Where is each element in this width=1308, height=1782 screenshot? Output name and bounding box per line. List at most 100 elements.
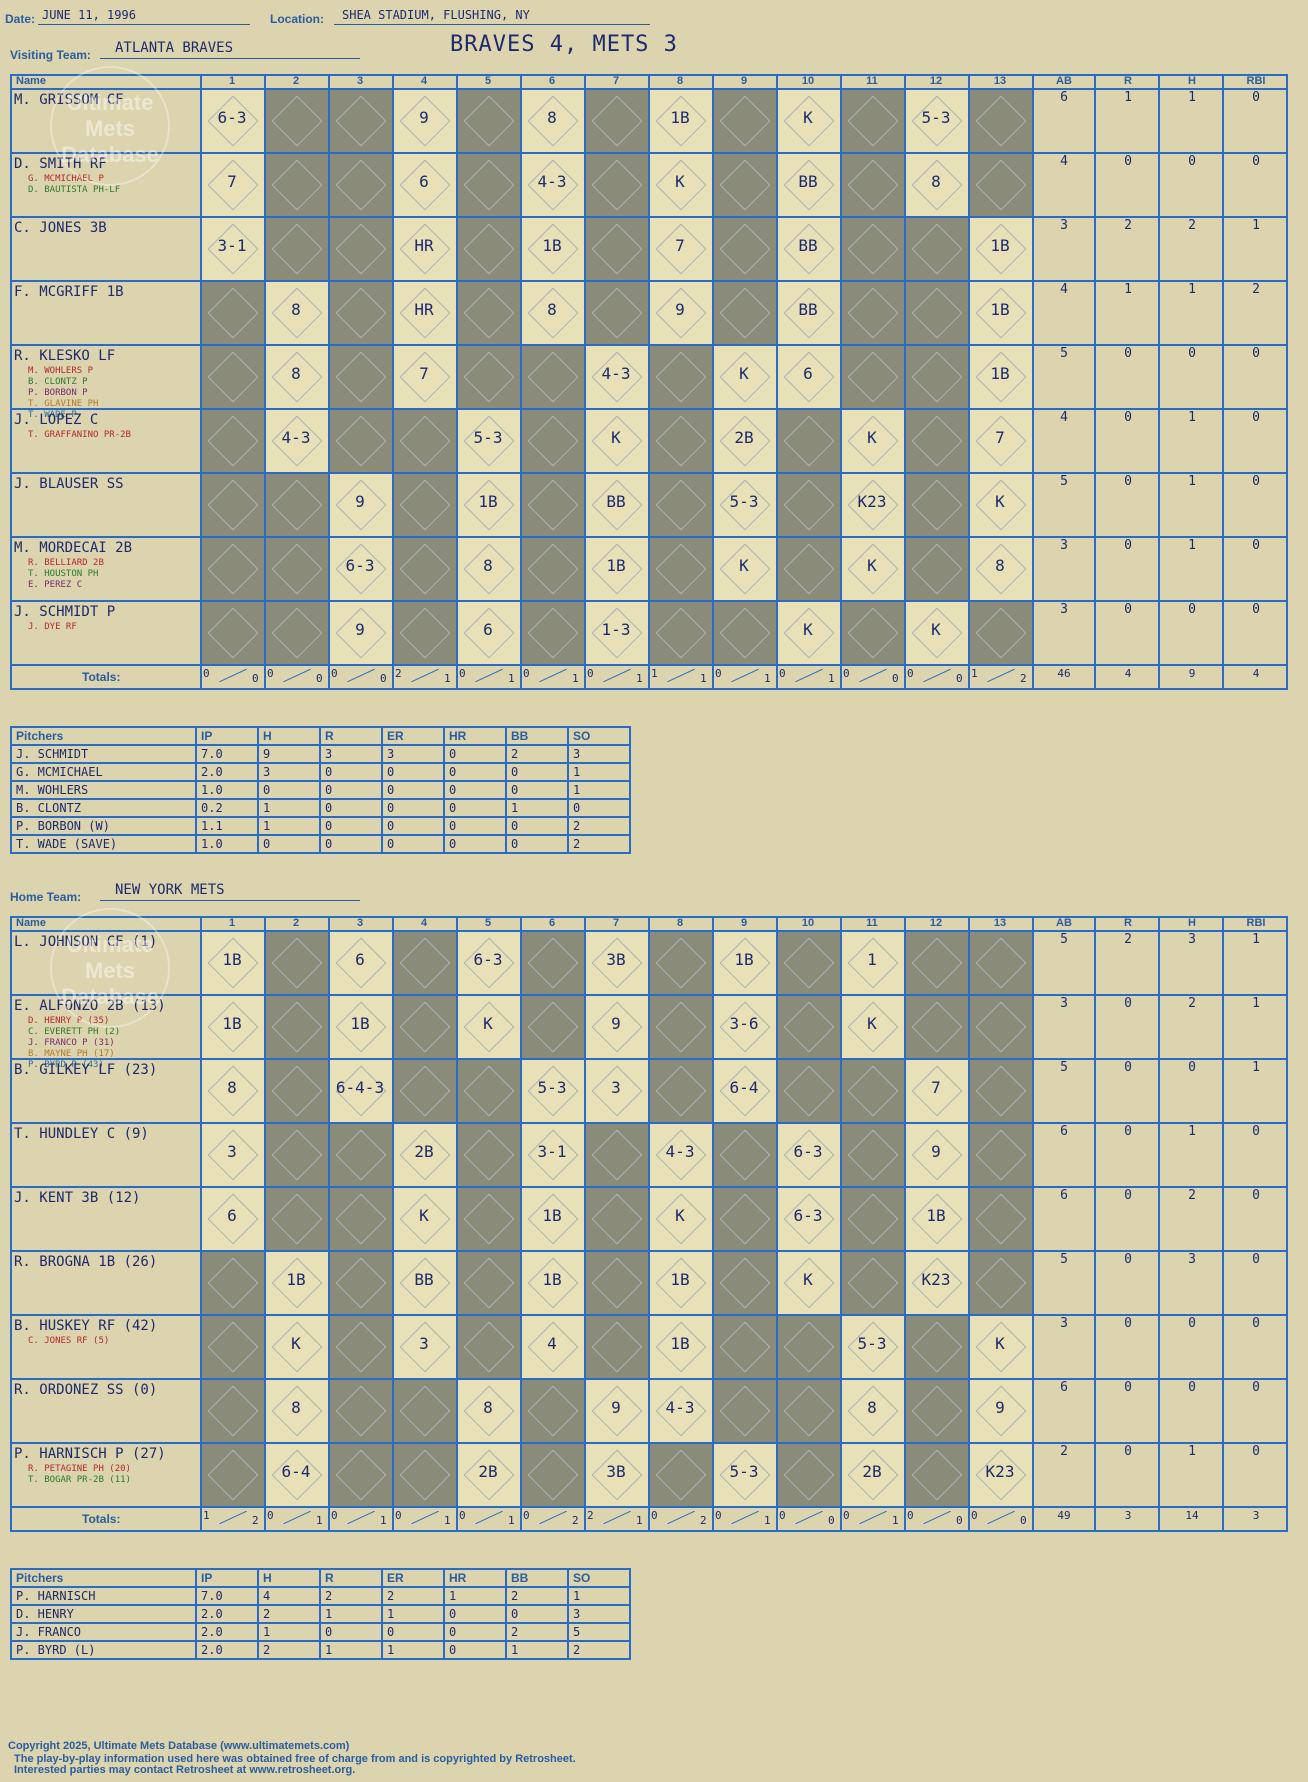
stat-ab: 5	[1060, 932, 1068, 947]
diamond-icon	[271, 543, 323, 595]
inning-hits-total: 0	[316, 672, 323, 685]
inning-hits-total: 1	[316, 1514, 323, 1527]
inning-cell	[264, 536, 328, 600]
column-header-11: 11	[866, 75, 878, 87]
inning-cell: 1B	[648, 1314, 712, 1378]
inning-cell	[520, 536, 584, 600]
home-pitchers-table: Pitchers IP H R ER HR BB SO P. HARNISCH 7.0 4 2 2 1 2…	[10, 1568, 631, 1660]
inning-cell: 6	[328, 930, 392, 994]
diamond-icon	[847, 159, 899, 211]
pitcher-stat: 0	[319, 780, 383, 800]
diamond-icon	[271, 607, 323, 659]
inning-cell: BB	[392, 1250, 456, 1314]
pitcher-name: B. CLONTZ	[10, 798, 197, 818]
inning-cell: 3B	[584, 930, 648, 994]
totals-label: Totals:	[82, 1512, 121, 1526]
home-pitchers-header: Pitchers IP H R ER HR BB SO	[10, 1568, 631, 1588]
play-result: 1B	[670, 108, 690, 127]
pitcher-column-r: R	[319, 1568, 383, 1588]
play-result: K	[867, 556, 877, 575]
totals-slash	[859, 668, 887, 683]
column-header-12: 12	[929, 75, 943, 87]
play-result: 8	[227, 1078, 237, 1097]
stat-r: 0	[1124, 1124, 1132, 1139]
inning-cell	[584, 280, 648, 344]
pitcher-column-ip: IP	[195, 726, 259, 746]
visitors-pitchers-header: Pitchers IP H R ER HR BB SO	[10, 726, 631, 746]
substitute-name: T. WADE P	[28, 410, 77, 420]
batter-name: T. HUNDLEY C (9)	[14, 1126, 149, 1142]
diamond-icon	[719, 1385, 771, 1437]
pitcher-stat: 1	[567, 762, 631, 782]
stat-r: 0	[1124, 996, 1132, 1011]
inning-cell	[968, 1058, 1032, 1122]
diamond-icon	[527, 1385, 579, 1437]
inning-cell: 3-6	[712, 994, 776, 1058]
inning-runs-total: 1	[971, 667, 978, 680]
inning-cell: 4-3	[520, 152, 584, 216]
inning-cell: 6-3	[776, 1122, 840, 1186]
play-result: 4-3	[665, 1142, 695, 1161]
inning-cell: 8	[520, 280, 584, 344]
inning-cell	[712, 88, 776, 152]
play-result: 2B	[414, 1142, 434, 1161]
inning-runs-total: 0	[779, 1509, 786, 1522]
inning-cell	[840, 152, 904, 216]
diamond-icon	[527, 479, 579, 531]
play-result: 1B	[990, 364, 1010, 383]
pitcher-column-bb: BB	[505, 1568, 569, 1588]
substitute-name: C. JONES RF (5)	[28, 1336, 110, 1346]
stat-r: 0	[1124, 474, 1132, 489]
grid-border	[584, 74, 586, 688]
inning-cell: 5-3	[840, 1314, 904, 1378]
pitcher-stat: 0	[381, 816, 445, 836]
date-underline	[38, 24, 250, 25]
grid-border	[1032, 916, 1034, 1530]
inning-cell: 5-3	[712, 1442, 776, 1506]
column-header-name: Name	[16, 75, 46, 87]
play-result: K	[867, 428, 877, 447]
column-header-1: 1	[228, 75, 236, 87]
diamond-icon	[719, 95, 771, 147]
inning-cell	[392, 536, 456, 600]
stat-h: 1	[1188, 1124, 1196, 1139]
inning-cell: K	[776, 600, 840, 664]
substitute-name: C. EVERETT PH (2)	[28, 1027, 121, 1037]
inning-cell: 9	[584, 1378, 648, 1442]
stat-rbi: 0	[1252, 474, 1260, 489]
pitcher-name: M. WOHLERS	[10, 780, 197, 800]
grid-border	[1094, 916, 1096, 1530]
play-result: 4	[547, 1334, 557, 1353]
inning-runs-total: 0	[843, 667, 850, 680]
diamond-icon	[783, 1385, 835, 1437]
inning-cell	[776, 536, 840, 600]
totals-slash	[923, 1510, 951, 1525]
inning-hits-total: 1	[636, 1514, 643, 1527]
stat-ab: 5	[1060, 1252, 1068, 1267]
play-result: 2B	[478, 1462, 498, 1481]
inning-cell	[328, 88, 392, 152]
grid-border	[1032, 74, 1034, 688]
play-result: 6	[355, 950, 365, 969]
stat-ab: 5	[1060, 346, 1068, 361]
pitcher-stat: 2	[505, 1586, 569, 1606]
inning-hits-total: 1	[508, 1514, 515, 1527]
pitcher-row: P. BORBON (W) 1.1 1 0 0 0 0 2	[10, 816, 631, 836]
stat-h: 3	[1188, 932, 1196, 947]
diamond-icon	[719, 1257, 771, 1309]
totals-slash	[283, 668, 311, 683]
inning-cell: K	[584, 408, 648, 472]
pitcher-stat: 4	[257, 1586, 321, 1606]
inning-cell: K	[840, 994, 904, 1058]
diamond-icon	[335, 415, 387, 467]
grid-border	[584, 916, 586, 1530]
diamond-icon	[719, 607, 771, 659]
inning-cell	[520, 1442, 584, 1506]
pitcher-row: J. SCHMIDT 7.0 9 3 3 0 2 3	[10, 744, 631, 764]
grid-border	[328, 74, 330, 688]
stat-rbi: 0	[1252, 90, 1260, 105]
diamond-icon	[207, 1321, 259, 1373]
stat-ab: 4	[1060, 154, 1068, 169]
inning-cell	[712, 1186, 776, 1250]
play-result: 8	[291, 300, 301, 319]
